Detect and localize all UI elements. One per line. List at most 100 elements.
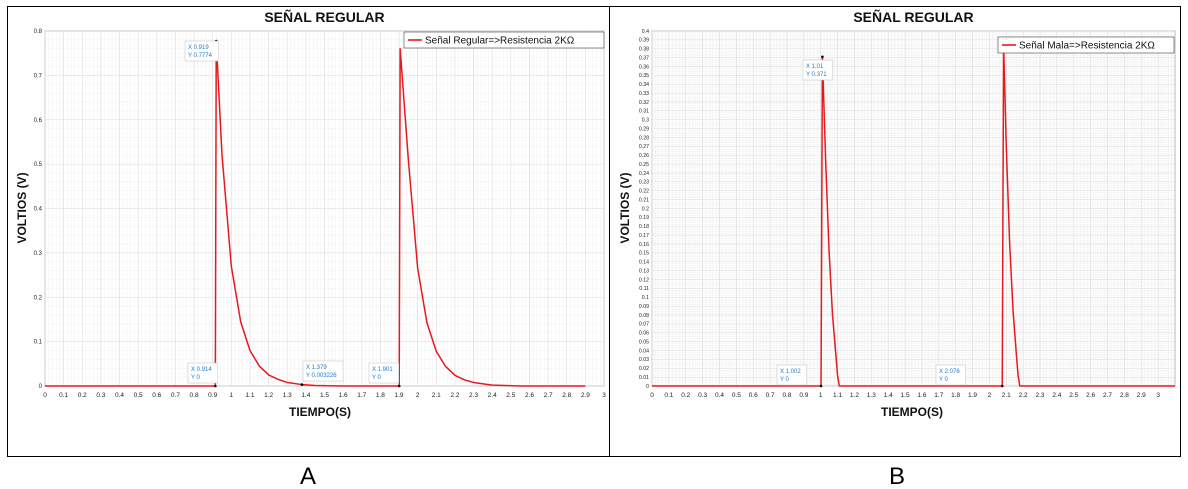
y-tick-label: 0.15	[639, 251, 649, 257]
x-tick-label: 1.1	[833, 392, 842, 399]
y-tick-label: 0.05	[639, 339, 649, 345]
y-tick-label: 0.04	[639, 348, 649, 354]
x-tick-label: 0.9	[208, 392, 217, 399]
y-tick-label: 0.21	[639, 197, 649, 203]
y-tick-label: 0.33	[639, 91, 649, 97]
datatip-marker	[214, 384, 217, 388]
datatip-x: X 0.914	[191, 367, 212, 373]
x-tick-label: 1.9	[968, 392, 977, 399]
x-tick-label: 1.6	[339, 392, 348, 399]
legend-label: Señal Regular=>Resistencia 2KΩ	[425, 36, 575, 47]
chart-panel-a: 0 0.1 0.2 0.3 0.4 0.5 0.6 0.7 0.8 0.9 1 1.1 1.2 1.3 1.…	[15, 8, 606, 419]
datatip-y: Y 0	[372, 375, 382, 381]
datatip-x: X 2.076	[939, 369, 960, 375]
x-axis-label: TIEMPO(S)	[289, 405, 351, 419]
x-tick-label: 1.5	[901, 392, 910, 399]
x-tick-label: 0	[43, 392, 47, 399]
x-tick-label: 0.6	[152, 392, 161, 399]
x-tick-label: 0.5	[134, 392, 143, 399]
x-tick-label: 1	[230, 392, 234, 399]
x-tick-label: 0.2	[681, 392, 690, 399]
chart-panel-b: 0 0.1 0.2 0.3 0.4 0.5 0.6 0.7 0.8 0.9 1 1.1 1.2 1.3 1.…	[618, 8, 1176, 419]
y-tick-label: 0.28	[639, 135, 649, 141]
datatip-x: X 1.002	[780, 369, 801, 375]
x-tick-label: 3	[1156, 392, 1160, 399]
y-tick-label: 0.1	[642, 295, 649, 301]
x-tick-label: 2.7	[544, 392, 553, 399]
x-tick-label: 1.3	[283, 392, 292, 399]
y-tick-label: 0.39	[639, 38, 649, 44]
datatip-box	[802, 59, 834, 81]
datatip-box	[187, 362, 219, 384]
y-tick-label: 0.31	[639, 109, 649, 115]
datatip-box	[368, 362, 400, 384]
datatip-box	[776, 364, 808, 386]
legend-label: Señal Mala=>Resistencia 2KΩ	[1019, 41, 1155, 52]
datatip-y: Y 0.003226	[306, 373, 337, 379]
x-tick-label: 2.6	[1086, 392, 1095, 399]
x-tick-label: 1.5	[320, 392, 329, 399]
y-tick-label: 0.35	[639, 73, 649, 79]
y-tick-label: 0.23	[639, 180, 649, 186]
y-tick-label: 0.09	[639, 304, 649, 310]
datatip-x: X 0.919	[188, 45, 209, 51]
y-tick-label: 0.06	[639, 331, 649, 337]
y-tick-label: 0.2	[34, 295, 43, 301]
panel-caption-a: A	[300, 463, 316, 489]
legend-box	[997, 36, 1175, 54]
x-tick-label: 0.2	[78, 392, 87, 399]
x-tick-label: 2.4	[1052, 392, 1061, 399]
chart-title: SEÑAL REGULAR	[264, 8, 384, 25]
x-tick-label: 0.4	[715, 392, 724, 399]
datatip-box	[935, 364, 967, 386]
x-tick-label: 2.6	[525, 392, 534, 399]
x-tick-label: 1.2	[850, 392, 859, 399]
y-tick-label: 0.38	[639, 47, 649, 53]
x-tick-label: 2.4	[488, 392, 497, 399]
x-tick-label: 1.7	[934, 392, 943, 399]
x-tick-label: 2.3	[1036, 392, 1045, 399]
x-tick-label: 2.1	[432, 392, 441, 399]
y-tick-label: 0.25	[639, 162, 649, 168]
y-tick-label: 0.16	[639, 242, 649, 248]
datatip-x: X 1.379	[306, 365, 327, 371]
y-tick-label: 0.02	[639, 366, 649, 372]
x-tick-label: 0.4	[115, 392, 124, 399]
datatip-marker	[1000, 384, 1004, 388]
x-tick-label: 2.5	[506, 392, 515, 399]
y-tick-label: 0.13	[639, 268, 649, 274]
y-tick-label: 0.5	[34, 162, 43, 168]
y-tick-label: 0	[39, 384, 43, 390]
y-tick-label: 0.37	[639, 55, 649, 61]
datatip-marker	[300, 383, 304, 386]
panel-caption-b: B	[889, 463, 905, 489]
y-tick-label: 0.26	[639, 153, 649, 159]
y-tick-label: 0.34	[639, 82, 649, 88]
y-tick-label: 0.27	[639, 144, 649, 150]
y-tick-label: 0.08	[639, 313, 649, 319]
y-tick-label: 0.32	[639, 100, 649, 106]
datatip-marker	[397, 384, 401, 388]
x-tick-label: 0.6	[749, 392, 758, 399]
datatip-y: Y 0	[780, 377, 790, 383]
x-tick-label: 1.4	[301, 392, 310, 399]
series-line	[652, 43, 1175, 387]
x-tick-label: 0.1	[59, 392, 68, 399]
datatip-marker	[821, 55, 824, 59]
x-tick-label: 2.8	[562, 392, 571, 399]
figure-frame	[7, 6, 1181, 457]
chart-title: SEÑAL REGULAR	[853, 8, 973, 25]
x-tick-label: 1	[819, 392, 823, 399]
x-tick-label: 2.1	[1002, 392, 1011, 399]
x-tick-label: 2.2	[1019, 392, 1028, 399]
y-axis-label: VOLTIOS (V)	[15, 172, 29, 243]
x-tick-label: 1.4	[884, 392, 893, 399]
y-tick-label: 0.22	[639, 189, 649, 195]
x-tick-label: 1.2	[264, 392, 273, 399]
x-tick-label: 2.9	[1137, 392, 1146, 399]
y-tick-label: 0.14	[639, 260, 649, 266]
x-tick-label: 2.7	[1103, 392, 1112, 399]
x-tick-label: 0.7	[171, 392, 180, 399]
x-tick-label: 0.8	[190, 392, 199, 399]
x-tick-label: 2.8	[1120, 392, 1129, 399]
